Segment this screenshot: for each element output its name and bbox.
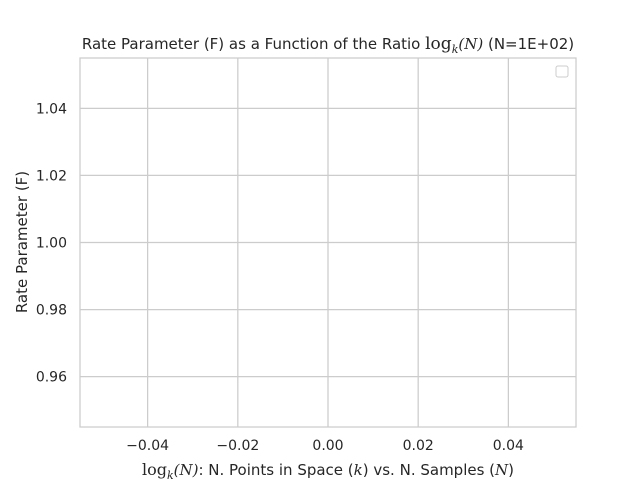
plot-frame [79,57,577,428]
x-axis-label: logk(N): N. Points in Space (k) vs. N. S… [142,460,514,480]
y-tick-label: 0.96 [36,370,67,386]
grid [80,58,576,427]
y-tick-label: 1.00 [36,236,67,252]
y-tick-label: 1.04 [36,101,67,117]
y-tick-label: 0.98 [36,303,67,319]
y-tick-labels: 0.96 0.98 1.00 1.02 1.04 [36,101,67,385]
y-tick-label: 1.02 [36,168,67,184]
x-tick-label: 0.04 [493,438,524,454]
legend-box [555,65,569,78]
x-tick-labels: −0.04 −0.02 0.00 0.02 0.04 [126,438,524,454]
x-tick-label: −0.02 [216,438,259,454]
x-tick-label: 0.00 [312,438,343,454]
x-tick-label: 0.02 [403,438,434,454]
x-tick-label: −0.04 [126,438,169,454]
y-axis-label: Rate Parameter (F) [13,171,31,313]
chart-title: Rate Parameter (F) as a Function of the … [82,34,574,56]
